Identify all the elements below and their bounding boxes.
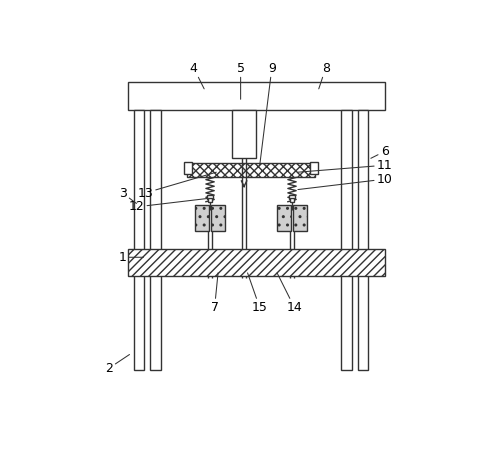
Text: 14: 14 [277, 273, 302, 314]
Bar [184, 162, 192, 174]
Text: 15: 15 [248, 273, 268, 314]
Bar [128, 249, 384, 276]
Text: 10: 10 [298, 173, 392, 189]
Bar [150, 110, 161, 370]
Text: 12: 12 [128, 198, 210, 213]
Bar [211, 205, 225, 231]
Bar [134, 110, 144, 370]
Bar [342, 110, 351, 370]
Bar [278, 205, 291, 231]
Bar [310, 162, 318, 174]
Text: 3: 3 [118, 187, 136, 203]
Text: 2: 2 [104, 354, 130, 375]
Text: 1: 1 [118, 251, 144, 264]
Bar [358, 110, 368, 370]
Bar [128, 82, 384, 110]
Text: 8: 8 [319, 61, 330, 89]
Bar [232, 110, 256, 158]
Bar [290, 198, 294, 202]
Text: 9: 9 [260, 61, 276, 165]
Bar [289, 195, 295, 199]
Text: 7: 7 [210, 273, 218, 314]
Text: 4: 4 [190, 61, 204, 89]
Bar [207, 195, 213, 199]
Bar [293, 205, 307, 231]
Text: 11: 11 [298, 159, 392, 172]
Text: 13: 13 [137, 172, 216, 199]
Bar [196, 205, 209, 231]
Text: 5: 5 [236, 61, 244, 99]
Bar [187, 163, 316, 177]
Bar [208, 198, 212, 202]
Text: 6: 6 [371, 145, 388, 158]
